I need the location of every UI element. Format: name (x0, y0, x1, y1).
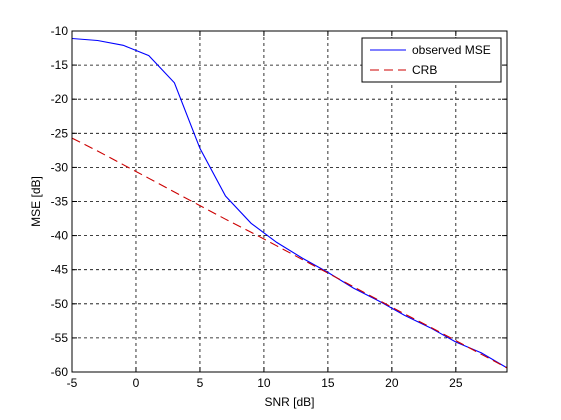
axis-ticks (71, 30, 507, 373)
y-axis-label: MSE [dB] (29, 176, 43, 227)
series-line-crb (71, 137, 508, 369)
y-tick-label: -55 (51, 331, 69, 345)
y-tick-label: -35 (51, 195, 69, 209)
y-tick-label: -30 (51, 160, 69, 174)
y-tick-label: -45 (51, 263, 69, 277)
series-lines (71, 37, 508, 369)
tick-labels: -5 0 5 10 15 20 25-60-55-50-45-40-35-30-25-20-… (51, 24, 463, 390)
x-tick-label: 5 (197, 376, 204, 390)
x-tick-label: 15 (321, 376, 335, 390)
x-tick-label: 20 (385, 376, 399, 390)
x-tick-label: -5 (67, 376, 78, 390)
y-tick-label: -50 (51, 297, 69, 311)
y-tick-label: -60 (51, 365, 69, 379)
legend-label-observed-mse: observed MSE (412, 43, 491, 57)
legend: observed MSE CRB (361, 37, 502, 83)
legend-box (361, 37, 502, 83)
legend-label-crb: CRB (412, 63, 437, 77)
series-line-observed-mse (71, 37, 508, 369)
x-tick-label: 25 (449, 376, 463, 390)
y-tick-label: -10 (51, 24, 69, 38)
y-tick-label: -25 (51, 126, 69, 140)
x-tick-label: 0 (133, 376, 140, 390)
x-axis-label: SNR [dB] (264, 395, 314, 409)
grid-lines (72, 31, 507, 372)
x-tick-label: 10 (257, 376, 271, 390)
y-tick-label: -40 (51, 229, 69, 243)
y-tick-label: -20 (51, 92, 69, 106)
y-tick-label: -15 (51, 58, 69, 72)
